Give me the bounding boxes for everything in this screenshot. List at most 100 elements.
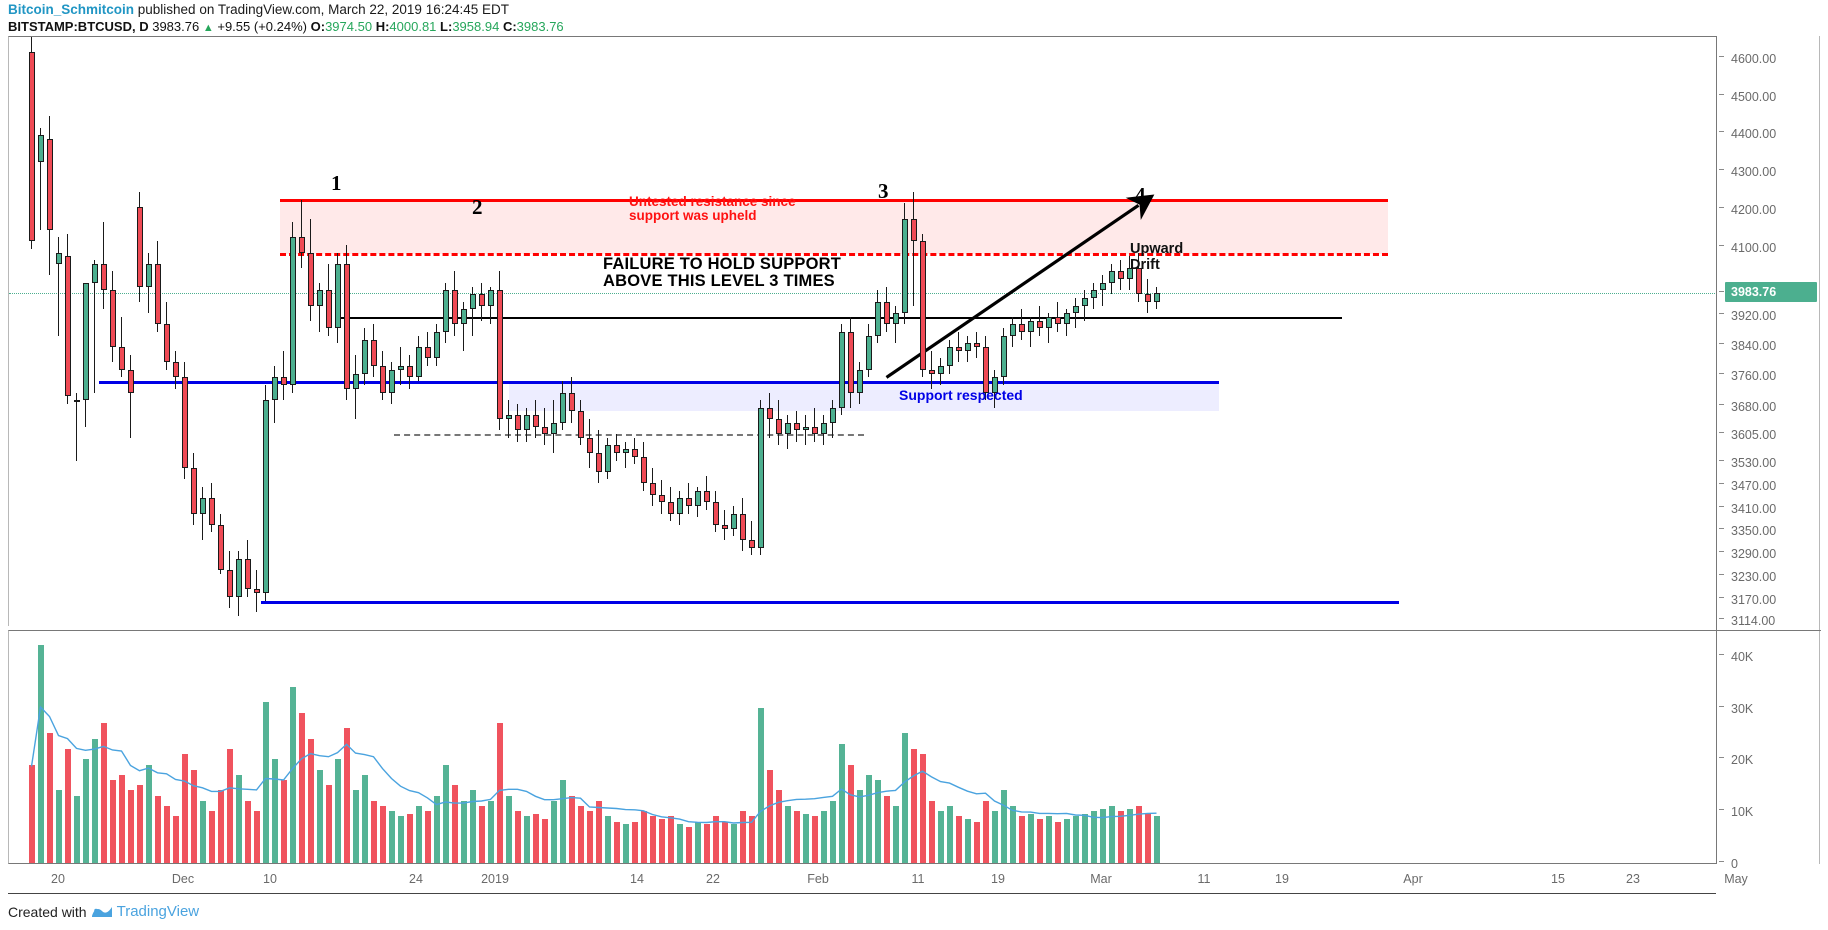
symbol-quote-bar: BITSTAMP:BTCUSD, D 3983.76 ▲ +9.55 (+0.2… xyxy=(8,19,564,34)
symbol-label[interactable]: BITSTAMP:BTCUSD, D xyxy=(8,19,149,34)
tick-dash-icon xyxy=(1719,505,1724,507)
candle-body xyxy=(64,256,71,397)
candle-body xyxy=(856,369,863,393)
candle-body xyxy=(370,339,377,367)
volume-bar xyxy=(568,795,575,863)
price-chart-panel[interactable]: 1 2 3 4 Untested resistance since support wa… xyxy=(8,36,1716,626)
last-price-badge[interactable]: 3983.76 xyxy=(1719,281,1817,302)
volume-moving-average-line xyxy=(30,705,1157,824)
candle-body xyxy=(289,237,296,385)
label-point-2[interactable]: 2 xyxy=(472,195,483,219)
candle-wick xyxy=(814,407,815,442)
time-tick-label: Apr xyxy=(1403,872,1423,886)
candle-body xyxy=(163,324,170,363)
volume-tick-label: 20K xyxy=(1731,753,1754,768)
label-point-1[interactable]: 1 xyxy=(331,171,342,195)
volume-bar xyxy=(928,800,935,863)
volume-bar xyxy=(1000,790,1007,863)
time-tick-label: 19 xyxy=(1275,872,1289,886)
price-tick: 3170.00 xyxy=(1717,592,1821,608)
time-axis[interactable]: 20 Dec 10 24 2019 14 22 Feb 11 19 Mar 11 19 Apr 15 23 Ma… xyxy=(8,864,1748,894)
candle-body xyxy=(1063,313,1070,325)
label-point-3[interactable]: 3 xyxy=(878,179,889,203)
volume-chart-panel[interactable] xyxy=(8,630,1716,864)
candle-body xyxy=(883,301,890,325)
candle-wick xyxy=(1102,275,1103,306)
volume-bar xyxy=(208,811,215,863)
price-tick-label: 3605.00 xyxy=(1731,428,1777,442)
candle-body xyxy=(820,422,827,435)
resistance-upper-line[interactable] xyxy=(279,198,1388,202)
tick-dash-icon xyxy=(1719,757,1724,759)
tradingview-brand[interactable]: TradingView xyxy=(116,903,200,920)
volume-bar xyxy=(325,785,332,863)
published-text: published on TradingView.com, March 22, … xyxy=(134,2,509,17)
volume-bar xyxy=(343,728,350,863)
volume-bar xyxy=(298,712,305,863)
candle-body xyxy=(667,502,674,514)
price-tick-label: 3410.00 xyxy=(1731,501,1777,516)
tick-dash-icon xyxy=(1719,483,1724,485)
candle-body xyxy=(352,373,359,389)
volume-tick: 30K xyxy=(1717,701,1821,717)
price-tick-label: 3920.00 xyxy=(1731,308,1777,323)
candle-body xyxy=(424,347,431,359)
price-tick: 4300.00 xyxy=(1717,164,1821,180)
tick-dash-icon xyxy=(1719,244,1724,246)
last-price-line[interactable] xyxy=(9,292,1716,294)
candle-body xyxy=(559,392,566,423)
volume-bar xyxy=(505,795,512,863)
price-tick: 4500.00 xyxy=(1717,89,1821,105)
failure-level-line[interactable] xyxy=(339,316,1342,320)
support-lower-line[interactable] xyxy=(261,601,1399,605)
upward-drift-text[interactable]: Upward Drift xyxy=(1130,241,1184,273)
volume-bar xyxy=(253,811,260,863)
tick-dash-icon xyxy=(1719,131,1724,133)
volume-bar xyxy=(82,759,89,863)
candle-wick xyxy=(1075,297,1076,329)
volume-bar xyxy=(64,749,71,863)
candle-body xyxy=(568,392,575,412)
volume-bar xyxy=(1054,821,1061,863)
volume-bar xyxy=(865,774,872,863)
label-point-4[interactable]: 4 xyxy=(1135,183,1146,207)
support-upper-line[interactable] xyxy=(99,380,1219,384)
candle-body xyxy=(802,426,809,431)
candle-body xyxy=(82,282,89,401)
author-name[interactable]: Bitcoin_Schmitcoin xyxy=(8,2,135,17)
candle-body xyxy=(496,290,503,419)
volume-bar xyxy=(334,759,341,863)
candle-wick xyxy=(40,127,41,230)
tick-dash-icon xyxy=(1719,705,1724,707)
resistance-zone[interactable] xyxy=(279,199,1388,255)
failure-note-text[interactable]: FAILURE TO HOLD SUPPORT ABOVE THIS LEVEL… xyxy=(603,255,842,290)
time-tick-label: 11 xyxy=(911,872,925,886)
volume-bar xyxy=(388,811,395,863)
tick-dash-icon xyxy=(1719,617,1724,619)
gray-dashed-level[interactable] xyxy=(394,433,864,436)
upward-trend-arrow[interactable] xyxy=(9,37,1716,626)
volume-bar xyxy=(1117,811,1124,863)
candle-body xyxy=(1009,324,1016,336)
candle-body xyxy=(640,456,647,484)
volume-bar xyxy=(694,821,701,863)
candle-body xyxy=(415,347,422,378)
candle-body xyxy=(307,252,314,306)
volume-bar xyxy=(649,816,656,863)
resistance-note-text[interactable]: Untested resistance since support was up… xyxy=(629,194,796,223)
candle-body xyxy=(334,263,341,329)
time-tick-label: 20 xyxy=(51,872,65,886)
candle-body xyxy=(388,369,395,393)
volume-tick-label: 0 xyxy=(1731,857,1738,871)
close-value: 3983.76 xyxy=(516,19,564,34)
support-note-text[interactable]: Support respected xyxy=(899,387,1023,403)
tick-dash-icon xyxy=(1719,528,1724,530)
support-zone[interactable] xyxy=(509,381,1219,411)
tick-dash-icon xyxy=(1719,403,1724,405)
candle-body xyxy=(910,218,917,242)
price-tick-label: 3760.00 xyxy=(1731,369,1777,384)
price-axis[interactable]: 4600.00 4500.00 4400.00 4300.00 4200.00 4100.… xyxy=(1716,36,1821,871)
volume-bar xyxy=(820,811,827,863)
last-price: 3983.76 xyxy=(152,19,200,34)
resistance-lower-line[interactable] xyxy=(279,253,1388,257)
